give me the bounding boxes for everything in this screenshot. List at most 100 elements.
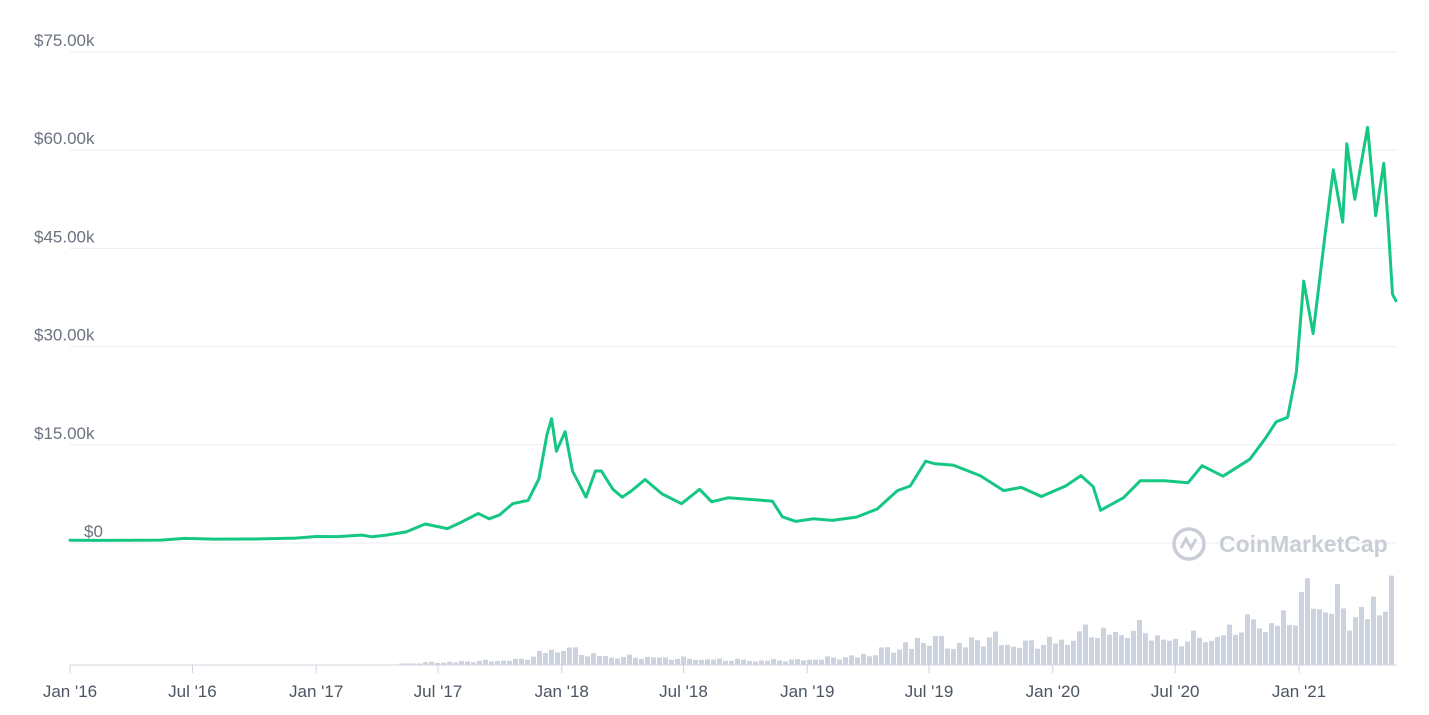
volume-bar — [939, 635, 944, 665]
volume-bar — [765, 660, 770, 665]
volume-bar — [717, 658, 722, 665]
volume-bar — [843, 657, 848, 665]
grid-lines — [70, 51, 1397, 544]
volume-bar — [1335, 583, 1340, 665]
x-tick-label: Jan '17 — [289, 682, 343, 701]
volume-bar — [903, 642, 908, 665]
volume-bar — [789, 659, 794, 665]
volume-bar — [1011, 646, 1016, 665]
volume-bars — [399, 575, 1394, 665]
volume-bar — [933, 636, 938, 665]
volume-bar — [1239, 632, 1244, 665]
x-tick-label: Jul '20 — [1151, 682, 1200, 701]
volume-bar — [1107, 634, 1112, 665]
volume-bar — [1155, 635, 1160, 665]
volume-bar — [777, 660, 782, 665]
volume-bar — [1245, 614, 1250, 665]
volume-bar — [855, 657, 860, 665]
volume-bar — [999, 645, 1004, 665]
volume-bar — [1041, 644, 1046, 665]
volume-bar — [693, 659, 698, 665]
volume-bar — [1365, 619, 1370, 665]
volume-bar — [1065, 644, 1070, 665]
volume-bar — [513, 658, 518, 665]
volume-bar — [1233, 634, 1238, 665]
volume-bar — [1215, 636, 1220, 665]
volume-bar — [537, 650, 542, 665]
volume-bar — [453, 662, 458, 665]
volume-bar — [879, 647, 884, 665]
volume-bar — [1221, 635, 1226, 665]
volume-bar — [1179, 646, 1184, 665]
volume-bar — [1383, 611, 1388, 665]
volume-bar — [657, 657, 662, 665]
volume-bar — [837, 659, 842, 665]
volume-bar — [1083, 624, 1088, 665]
volume-bar — [681, 656, 686, 665]
volume-bar — [543, 653, 548, 665]
volume-bar — [1143, 633, 1148, 665]
volume-bar — [441, 662, 446, 665]
coinmarketcap-logo-icon — [1172, 527, 1206, 561]
volume-bar — [771, 659, 776, 665]
volume-bar — [963, 647, 968, 665]
volume-bar — [1077, 631, 1082, 665]
volume-bar — [909, 648, 914, 665]
volume-bar — [465, 661, 470, 665]
volume-bar — [1275, 625, 1280, 665]
volume-bar — [1149, 640, 1154, 665]
volume-bar — [1137, 620, 1142, 665]
volume-bar — [399, 663, 404, 665]
x-axis: Jan '16 Jul '16 Jan '17 Jul '17 Jan '18 Jul '… — [43, 664, 1397, 701]
volume-bar — [951, 649, 956, 665]
volume-bar — [573, 647, 578, 665]
volume-bar — [471, 662, 476, 665]
volume-bar — [1347, 630, 1352, 665]
x-tick-label: Jan '21 — [1272, 682, 1326, 701]
volume-bar — [1101, 627, 1106, 665]
volume-bar — [1059, 639, 1064, 665]
x-tick-label: Jan '18 — [535, 682, 589, 701]
volume-bar — [519, 658, 524, 665]
volume-bar — [1035, 648, 1040, 665]
volume-bar — [1071, 640, 1076, 665]
volume-bar — [975, 640, 980, 665]
volume-bar — [1047, 636, 1052, 665]
volume-bar — [615, 658, 620, 665]
volume-bar — [459, 661, 464, 665]
volume-bar — [531, 656, 536, 665]
volume-bar — [411, 663, 416, 665]
volume-bar — [1131, 630, 1136, 665]
volume-bar — [1089, 637, 1094, 665]
volume-bar — [1173, 638, 1178, 665]
volume-bar — [597, 655, 602, 665]
x-tick-label: Jul '16 — [168, 682, 217, 701]
volume-bar — [723, 660, 728, 665]
volume-bar — [813, 659, 818, 665]
volume-bar — [795, 659, 800, 665]
volume-bar — [801, 660, 806, 665]
volume-bar — [915, 637, 920, 665]
volume-bar — [501, 660, 506, 665]
volume-bar — [1257, 628, 1262, 665]
volume-bar — [483, 659, 488, 665]
volume-bar — [645, 656, 650, 665]
y-tick-label: $15.00k — [34, 424, 95, 443]
volume-bar — [1377, 615, 1382, 665]
volume-bar — [627, 654, 632, 665]
volume-bar — [807, 659, 812, 665]
volume-bar — [447, 661, 452, 665]
volume-bar — [1185, 641, 1190, 665]
volume-bar — [675, 658, 680, 665]
volume-bar — [891, 652, 896, 665]
volume-bar — [849, 655, 854, 665]
volume-bar — [1029, 640, 1034, 665]
volume-bar — [1191, 630, 1196, 665]
volume-bar — [1323, 612, 1328, 665]
volume-bar — [993, 631, 998, 665]
volume-bar — [1281, 610, 1286, 665]
volume-bar — [1341, 608, 1346, 665]
volume-bar — [429, 661, 434, 665]
y-axis-labels: $0 $15.00k $30.00k $45.00k $60.00k $75.00k — [34, 31, 103, 541]
